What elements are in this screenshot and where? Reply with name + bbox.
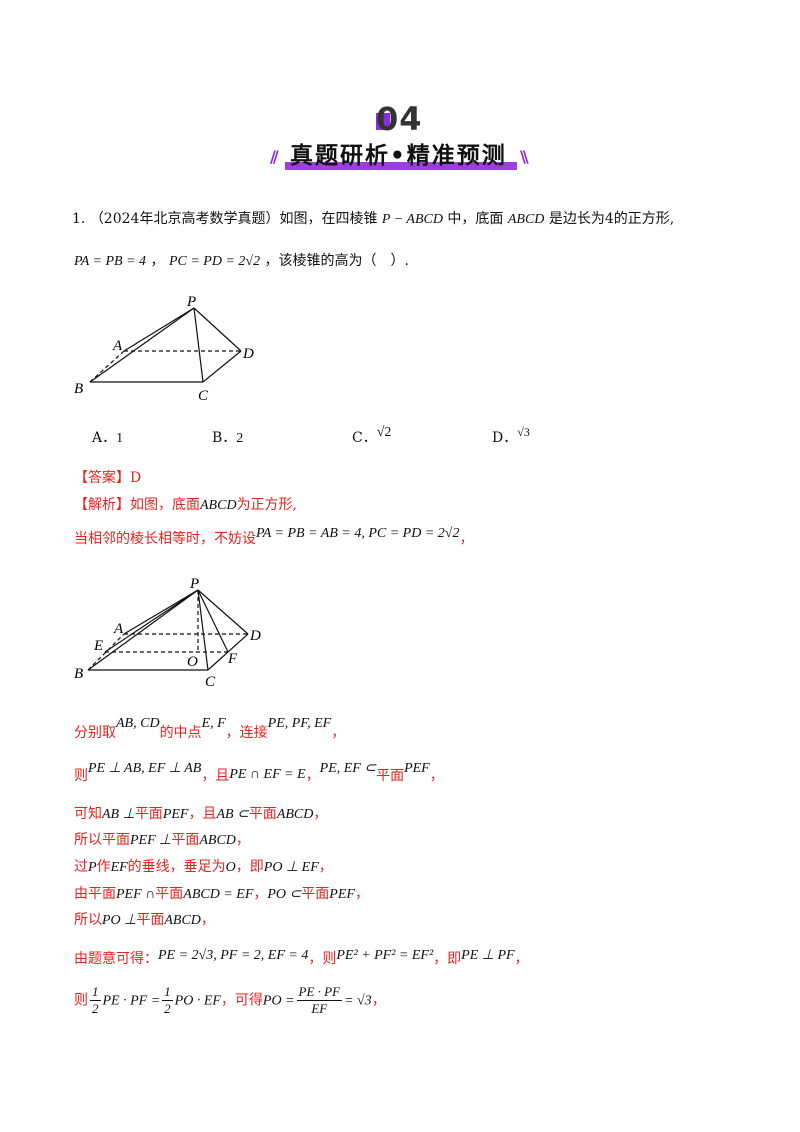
analysis-line-11: 则 1 2 PE · PF = 1 2 PO · EF，可得PO = PE · PF EF = √… <box>74 984 386 1016</box>
answer-label: 【答案】 <box>74 470 130 486</box>
left-slash-decoration: // <box>270 147 279 166</box>
label-p: P <box>186 294 196 310</box>
analysis-line-2: 当相邻的棱长相等时，不妨设PA = PB = AB = 4, PC = PD =… <box>74 526 474 547</box>
label-f: F <box>227 651 238 667</box>
answer-line: 【答案】D <box>74 467 141 487</box>
label-o: O <box>187 654 198 670</box>
question-text: ，该棱锥的高为（ ）. <box>264 253 409 269</box>
pyramid-name: P − ABCD <box>381 212 443 227</box>
analysis-label: 【解析】 <box>74 497 130 513</box>
question-line-1: 1. （2024年北京高考数学真题）如图，在四棱锥 P − ABCD 中，底面 … <box>72 208 674 228</box>
pyramid-figure-1: P A B C D <box>74 294 254 404</box>
question-source: （2024年北京高考数学真题）如图，在四棱锥 <box>89 211 378 227</box>
pyramid-figure-2: P A E B O C F D <box>74 576 261 686</box>
analysis-line-9: 所以PO ⊥平面ABCD， <box>74 912 215 928</box>
analysis-line-6: 所以平面PEF ⊥平面ABCD， <box>74 832 250 848</box>
question-text: 是边长为4的正方形, <box>548 211 675 227</box>
header-number-accent <box>376 113 390 130</box>
section-title: 真题研析•精准预测 <box>290 143 507 169</box>
question-line-2: PA = PB = 4 ， PC = PD = 2√2 ，该棱锥的高为（ ）. <box>74 250 409 270</box>
analysis-line-4: 则PE ⊥ AB, EF ⊥ AB，且PE ∩ EF = E，PE, EF ⊂平… <box>74 761 444 784</box>
analysis-line-7: 过P作EF的垂线，垂足为O，即PO ⊥ EF， <box>74 859 333 875</box>
right-slash-decoration: \\ <box>520 147 529 166</box>
question-text: 中，底面 <box>447 211 504 227</box>
label-a: A <box>112 338 123 354</box>
option-d: D．√3 <box>492 425 530 446</box>
label-p: P <box>189 576 199 592</box>
question-index: 1. <box>72 211 86 227</box>
analysis-line-5: 可知AB ⊥平面PEF，且AB ⊂平面ABCD， <box>74 806 328 822</box>
question-text: ， <box>150 253 165 269</box>
analysis-line-3: 分别取AB, CD的中点E, F，连接PE, PF, EF， <box>74 716 346 741</box>
answer-value: D <box>130 470 142 486</box>
label-a: A <box>113 621 124 637</box>
label-b: B <box>74 666 83 682</box>
label-e: E <box>93 638 103 654</box>
option-a: A．1 <box>92 430 124 446</box>
option-c: C．√2 <box>352 425 392 446</box>
title-underline-bar <box>285 162 517 170</box>
condition-2: PC = PD = 2√2 <box>168 254 261 269</box>
label-b: B <box>74 381 83 397</box>
analysis-line-10: 由题意可得：PE = 2√3, PF = 2, EF = 4，则PE² + PF… <box>74 948 529 967</box>
option-b: B．2 <box>212 430 244 446</box>
base-name: ABCD <box>507 212 545 227</box>
condition-1: PA = PB = 4 <box>74 254 147 269</box>
analysis-line-8: 由平面PEF ∩平面ABCD = EF，PO ⊂平面PEF， <box>74 886 369 902</box>
section-number: 04 <box>376 100 423 138</box>
label-d: D <box>249 628 261 644</box>
label-c: C <box>205 674 216 686</box>
fraction-po: PE · PF EF <box>296 984 343 1016</box>
label-d: D <box>242 346 254 362</box>
label-c: C <box>198 388 209 404</box>
analysis-line-1: 【解析】如图，底面ABCD为正方形, <box>74 497 298 513</box>
